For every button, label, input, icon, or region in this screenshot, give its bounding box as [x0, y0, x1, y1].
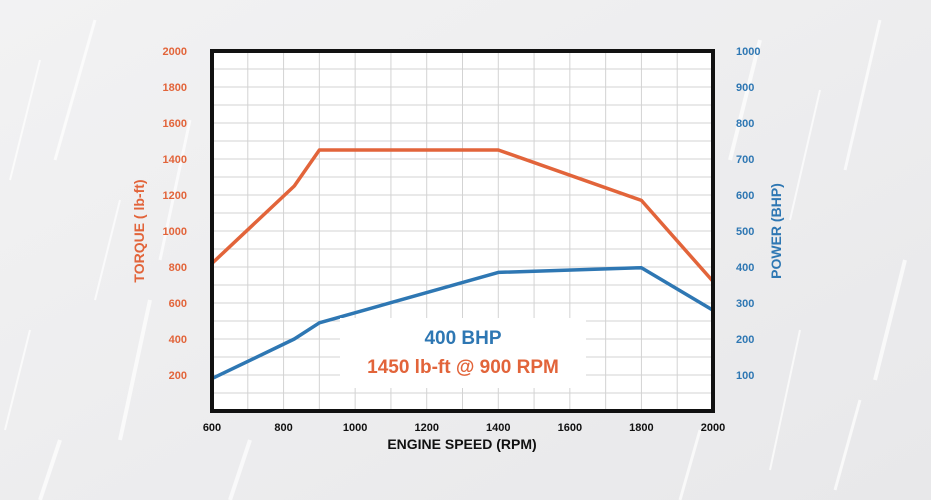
annotation-torque: 1450 lb-ft @ 900 RPM: [367, 357, 559, 378]
left-tick-label: 400: [169, 334, 187, 346]
left-tick-label: 800: [169, 262, 187, 274]
annotation-power: 400 BHP: [424, 328, 501, 349]
x-tick-label: 1000: [343, 422, 367, 434]
plot-frame: [210, 49, 715, 413]
left-tick-label: 600: [169, 298, 187, 310]
background-streak: [38, 439, 62, 500]
background-streak: [158, 119, 192, 261]
right-tick-label: 700: [736, 154, 754, 166]
series-layer: [210, 148, 715, 381]
annotation-box: [340, 318, 586, 388]
right-tick-label: 200: [736, 334, 754, 346]
background-streak: [789, 89, 821, 221]
x-tick-label: 1200: [414, 422, 438, 434]
right-tick-label: 300: [736, 298, 754, 310]
x-tick-label: 800: [274, 422, 292, 434]
background-streak: [53, 19, 97, 161]
right-tick-label: 500: [736, 226, 754, 238]
x-tick-label: 600: [203, 422, 221, 434]
left-tick-label: 200: [169, 370, 187, 382]
left-tick-label: 1600: [163, 118, 187, 130]
left-tick-label: 1400: [163, 154, 187, 166]
left-tick-label: 1800: [163, 82, 187, 94]
background-streak: [228, 439, 252, 500]
right-tick-label: 400: [736, 262, 754, 274]
power-series-line: [211, 265, 714, 381]
right-tick-label: 1000: [736, 46, 760, 58]
x-tick-label: 1400: [486, 422, 510, 434]
torque-series-line: [210, 148, 715, 283]
background-streak: [873, 259, 907, 381]
background-streaks: [4, 19, 907, 500]
left-tick-label: 1200: [163, 190, 187, 202]
background-streak: [728, 39, 762, 161]
background-streak: [769, 329, 801, 471]
background-streak: [678, 429, 702, 500]
background-streak: [94, 199, 121, 301]
left-tick-label: 2000: [163, 46, 187, 58]
background-streak: [118, 299, 152, 441]
background-streak: [9, 59, 41, 181]
left-axis-title: TORQUE ( lb-ft): [131, 179, 147, 282]
x-axis-title: ENGINE SPEED (RPM): [387, 436, 536, 452]
background-streak: [843, 19, 882, 171]
left-tick-label: 1000: [163, 226, 187, 238]
background-streak: [833, 399, 862, 491]
x-tick-label: 1600: [558, 422, 582, 434]
x-tick-label: 1800: [629, 422, 653, 434]
x-tick-label: 2000: [701, 422, 725, 434]
right-tick-label: 800: [736, 118, 754, 130]
right-tick-label: 100: [736, 370, 754, 382]
background-streak: [4, 329, 31, 431]
right-axis-title: POWER (BHP): [768, 183, 784, 279]
right-tick-label: 600: [736, 190, 754, 202]
tick-labels: 600 800 1000 1200 1400 1600 1800 2000 200 400 600 8…: [163, 46, 761, 434]
right-tick-label: 900: [736, 82, 754, 94]
